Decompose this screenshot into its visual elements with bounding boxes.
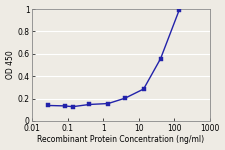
X-axis label: Recombinant Protein Concentration (ng/ml): Recombinant Protein Concentration (ng/ml… bbox=[37, 135, 205, 144]
Y-axis label: OD 450: OD 450 bbox=[6, 51, 15, 79]
